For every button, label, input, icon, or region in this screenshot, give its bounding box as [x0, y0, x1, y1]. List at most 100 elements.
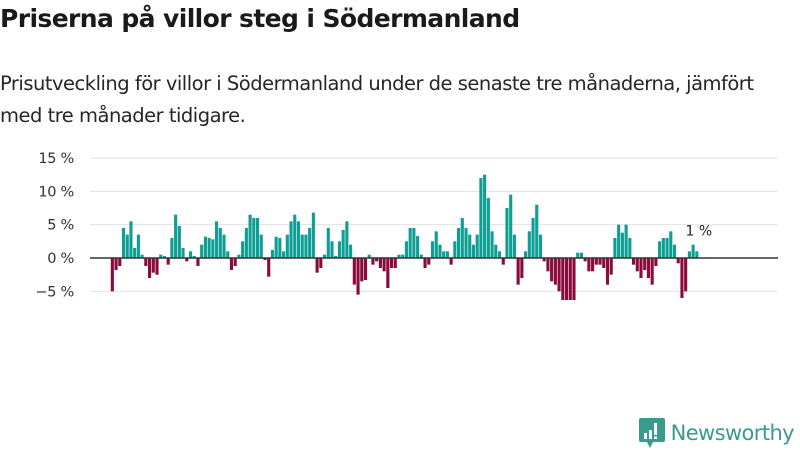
bar	[308, 228, 312, 258]
bar	[229, 258, 234, 270]
bar	[564, 258, 569, 300]
bar	[375, 258, 379, 262]
bar	[341, 230, 345, 258]
bar	[680, 258, 684, 298]
bar	[185, 258, 189, 262]
bar	[270, 250, 274, 258]
bar	[419, 254, 423, 258]
y-tick-label: 15 %	[38, 151, 74, 167]
bar	[282, 251, 286, 258]
bar	[151, 258, 155, 273]
bar	[654, 258, 658, 266]
bar	[218, 228, 222, 258]
bar	[200, 244, 204, 258]
bar	[162, 256, 167, 258]
y-axis-labels: 15 %10 %5 %0 %−5 %−10 %−15 %	[35, 151, 74, 300]
bar	[643, 258, 647, 270]
y-tick-label: 5 %	[47, 218, 74, 234]
bar	[572, 258, 576, 300]
bar	[244, 228, 248, 258]
bar	[591, 258, 595, 272]
bar	[207, 238, 211, 258]
bar	[300, 234, 304, 258]
bar	[665, 238, 669, 258]
bar	[114, 258, 118, 270]
bar	[371, 258, 375, 265]
bar	[397, 254, 401, 258]
bar	[438, 244, 442, 258]
bar	[486, 198, 490, 258]
bar	[356, 258, 360, 295]
gridlines	[90, 157, 778, 292]
newsworthy-logo: Newsworthy	[638, 418, 795, 448]
bar	[125, 234, 129, 258]
bar	[378, 258, 382, 268]
bar	[296, 221, 301, 258]
bar	[259, 234, 263, 258]
bar	[583, 258, 587, 262]
bar	[620, 232, 624, 258]
bar	[322, 254, 327, 258]
logo-text: Newsworthy	[670, 421, 795, 445]
bar	[181, 248, 185, 258]
bar	[561, 258, 565, 300]
bar	[598, 258, 602, 265]
bar	[330, 241, 334, 258]
bar	[192, 256, 196, 258]
bar	[687, 251, 691, 258]
bar	[695, 251, 699, 258]
y-tick-label: −5 %	[35, 284, 74, 300]
bar	[661, 238, 665, 258]
bar	[252, 218, 256, 258]
bar	[613, 238, 617, 258]
bar	[490, 231, 494, 258]
bar	[211, 239, 215, 258]
bar	[363, 258, 368, 280]
bar-chart-bubble-icon	[638, 418, 665, 448]
bar	[334, 256, 338, 258]
bar	[177, 226, 181, 258]
bar	[166, 258, 170, 265]
bar	[121, 228, 126, 258]
bar	[233, 258, 237, 266]
bar	[471, 244, 476, 258]
bar	[464, 228, 468, 258]
bar	[434, 231, 438, 258]
bar	[390, 258, 394, 268]
bar	[215, 221, 219, 258]
bar	[144, 258, 148, 266]
bar	[568, 258, 572, 300]
bar	[423, 258, 427, 268]
bar	[352, 258, 356, 285]
bar	[509, 194, 513, 258]
bar	[553, 258, 557, 285]
bar	[278, 238, 282, 258]
bar-chart: 15 %10 %5 %0 %−5 %−10 %−15 % 20122014201…	[35, 151, 778, 300]
chart-title: Priserna på villor steg i Södermanland	[0, 4, 520, 33]
bar	[345, 221, 349, 258]
bar	[140, 254, 144, 258]
bar	[631, 258, 636, 265]
bar	[360, 258, 364, 282]
bar	[155, 258, 159, 275]
bar	[494, 244, 498, 258]
bar	[468, 234, 472, 258]
bar	[542, 258, 546, 262]
bar	[289, 221, 293, 258]
bar	[326, 228, 330, 258]
bar	[550, 258, 554, 282]
bar	[538, 234, 543, 258]
bar	[594, 258, 598, 265]
bar	[475, 234, 479, 258]
bar	[639, 258, 643, 278]
bar	[148, 258, 152, 278]
bar	[669, 231, 673, 258]
bar	[427, 258, 431, 265]
y-tick-label: 10 %	[38, 184, 74, 200]
bar	[203, 236, 207, 258]
bar	[337, 241, 341, 258]
bar	[676, 258, 680, 264]
bar	[516, 258, 520, 285]
bar	[483, 174, 487, 258]
last-value-annotation: 1 %	[686, 223, 713, 239]
